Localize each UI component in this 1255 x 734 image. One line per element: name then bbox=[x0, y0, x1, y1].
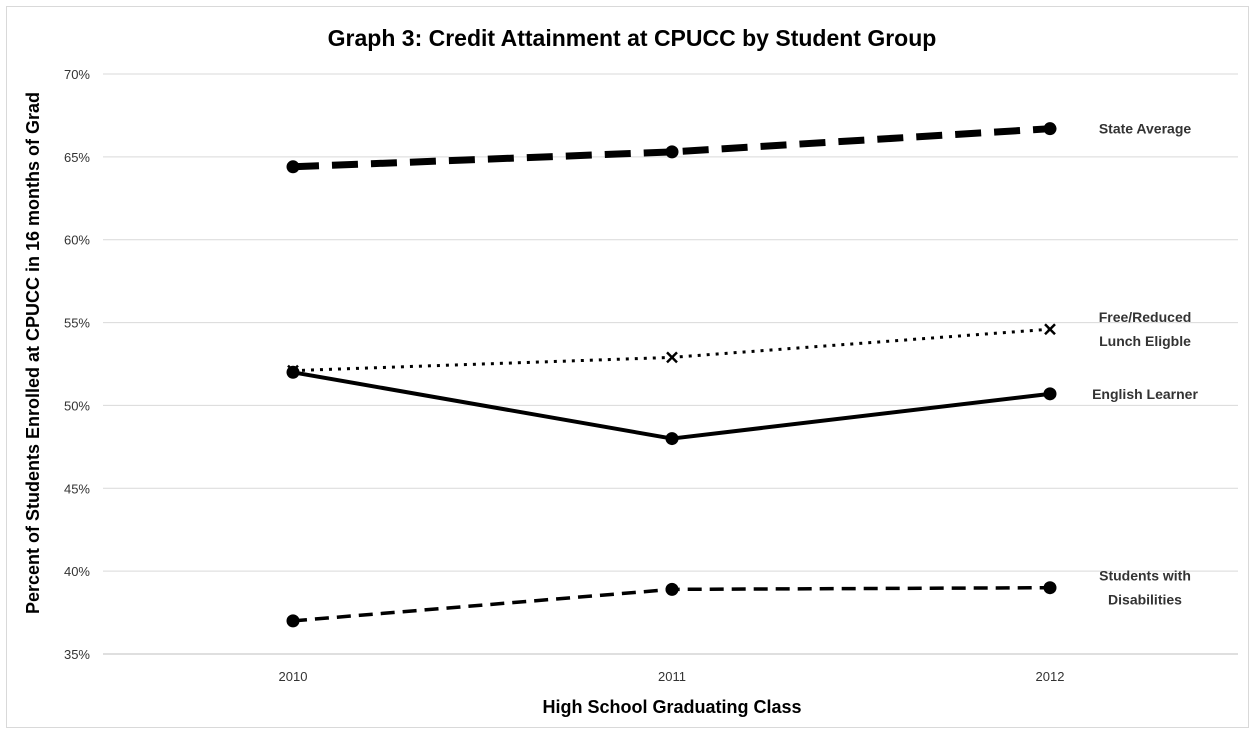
y-axis-title: Percent of Students Enrolled at CPUCC in… bbox=[23, 92, 43, 614]
series-labels: State Average Free/Reduced Lunch Eligble En… bbox=[1092, 121, 1198, 608]
series-label: English Learner bbox=[1092, 386, 1198, 402]
x-axis-ticks: 2010 2011 2012 bbox=[279, 669, 1065, 684]
series-label: Disabilities bbox=[1108, 592, 1182, 608]
chart-title: Graph 3: Credit Attainment at CPUCC by S… bbox=[328, 25, 937, 51]
series-markers bbox=[286, 122, 1057, 628]
data-point bbox=[1043, 387, 1057, 401]
y-tick-label: 60% bbox=[64, 233, 90, 248]
y-tick-label: 40% bbox=[64, 564, 90, 579]
series-label: Free/Reduced bbox=[1099, 309, 1192, 325]
y-tick-label: 55% bbox=[64, 316, 90, 331]
y-tick-label: 50% bbox=[64, 398, 90, 413]
data-point bbox=[1044, 323, 1056, 336]
series-lines bbox=[292, 125, 1051, 623]
y-tick-label: 45% bbox=[64, 481, 90, 496]
data-point bbox=[665, 145, 679, 159]
series-line bbox=[292, 327, 1051, 373]
data-point bbox=[665, 582, 679, 596]
y-tick-label: 35% bbox=[64, 647, 90, 662]
y-axis-ticks: 35% 40% 45% 50% 55% 60% 65% 70% bbox=[64, 67, 90, 662]
series-label: Lunch Eligble bbox=[1099, 333, 1191, 349]
data-point bbox=[286, 614, 300, 628]
data-point bbox=[1043, 122, 1057, 136]
data-point bbox=[666, 351, 678, 364]
data-point bbox=[286, 365, 300, 379]
y-tick-label: 70% bbox=[64, 67, 90, 82]
x-axis-title: High School Graduating Class bbox=[542, 697, 801, 717]
data-point bbox=[286, 160, 300, 174]
x-tick-label: 2011 bbox=[658, 669, 686, 684]
x-tick-label: 2012 bbox=[1036, 669, 1065, 684]
data-point bbox=[1043, 581, 1057, 595]
series-line bbox=[292, 125, 1051, 171]
x-tick-label: 2010 bbox=[279, 669, 308, 684]
series-label: Students with bbox=[1099, 568, 1191, 584]
y-tick-label: 65% bbox=[64, 150, 90, 165]
series-label: State Average bbox=[1099, 121, 1192, 137]
data-point bbox=[665, 432, 679, 446]
